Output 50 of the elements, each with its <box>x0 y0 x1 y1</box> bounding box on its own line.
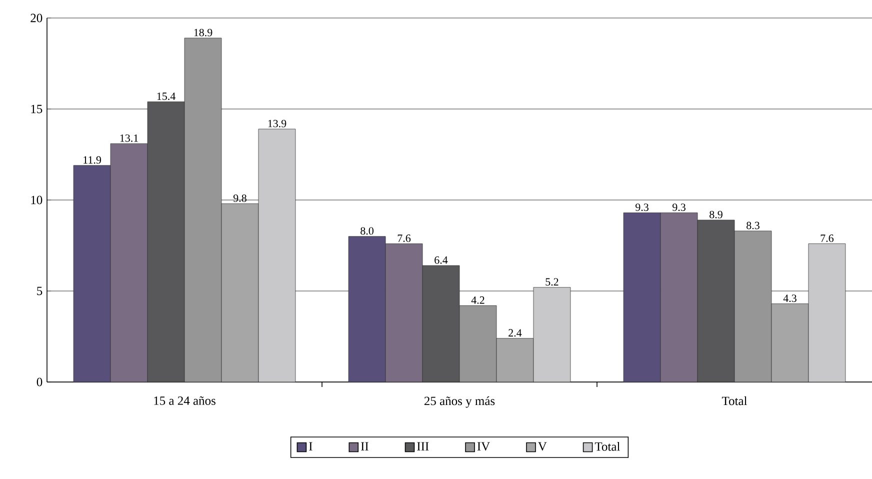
data-label: 2.4 <box>508 329 522 337</box>
data-label: 9.3 <box>636 204 648 212</box>
x-tick-label: 15 a 24 años <box>154 396 216 405</box>
bar <box>734 230 772 382</box>
bar <box>221 203 259 382</box>
bar <box>73 165 111 382</box>
bar <box>348 236 386 382</box>
bar <box>422 265 460 382</box>
data-label: 9.3 <box>672 204 686 212</box>
bar <box>533 287 571 382</box>
legend-label: IV <box>477 442 490 451</box>
data-label: 4.3 <box>783 294 796 302</box>
data-label: 6.4 <box>434 256 448 264</box>
y-tick-label: 15 <box>31 104 42 114</box>
legend-label: III <box>417 442 429 450</box>
data-label: 8.3 <box>746 222 760 230</box>
data-label: 13.9 <box>268 120 286 128</box>
bar <box>258 128 296 382</box>
bar <box>697 220 735 382</box>
y-tick-label: 0 <box>36 378 42 386</box>
bar <box>385 243 423 382</box>
data-label: 13.1 <box>120 134 138 142</box>
x-tick-label: 25 años y más <box>424 396 495 408</box>
data-label: 7.6 <box>820 234 834 242</box>
data-label: 18.9 <box>194 28 212 36</box>
data-label: 7.6 <box>398 234 411 242</box>
data-label: 11.9 <box>84 156 101 164</box>
bar <box>771 304 809 382</box>
legend-label: Total <box>594 442 620 451</box>
legend-label: II <box>360 442 368 450</box>
legend-label: I <box>309 442 312 450</box>
bar <box>808 243 846 382</box>
x-tick-label: Total <box>722 396 748 406</box>
bar <box>660 212 698 382</box>
bar <box>623 212 661 382</box>
data-label: 5.2 <box>546 278 558 286</box>
y-tick-label: 5 <box>37 286 42 296</box>
bar <box>496 338 534 382</box>
data-label: 8.0 <box>360 227 374 235</box>
y-tick-label: 10 <box>31 196 42 204</box>
bar <box>110 143 148 382</box>
data-label: 15.4 <box>157 92 176 100</box>
bar <box>184 38 222 382</box>
bar <box>147 102 185 382</box>
bar <box>459 305 497 382</box>
legend-label: V <box>538 442 547 451</box>
y-tick-label: 20 <box>30 14 42 22</box>
data-label: 9.8 <box>233 194 246 202</box>
data-label: 4.2 <box>471 296 484 304</box>
data-label: 8.9 <box>710 210 722 218</box>
